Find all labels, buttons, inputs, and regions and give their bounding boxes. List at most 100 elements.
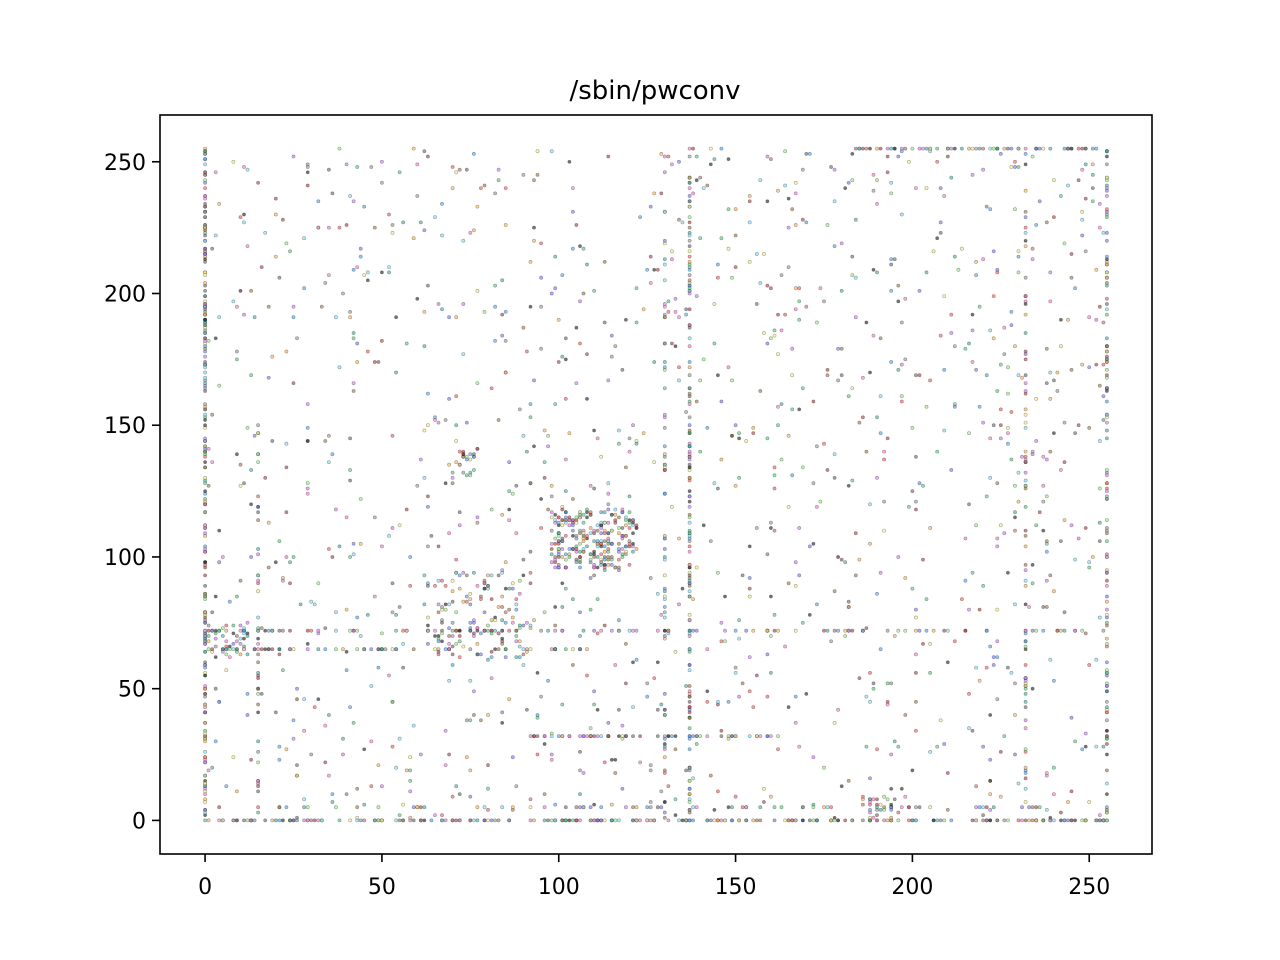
scatter-point (351, 628, 356, 633)
scatter-point (486, 808, 490, 812)
scatter-point (744, 818, 749, 823)
scatter-point (634, 628, 639, 633)
scatter-point (203, 649, 208, 654)
scatter-point (1013, 510, 1017, 515)
scatter-point (210, 610, 215, 615)
scatter-point (234, 789, 239, 794)
scatter-point (1027, 605, 1032, 609)
scatter-point (903, 794, 908, 799)
scatter-point (730, 433, 734, 438)
scatter-point (249, 818, 254, 823)
scatter-point (694, 734, 699, 739)
scatter-point (454, 170, 459, 175)
scatter-point (960, 246, 964, 251)
scatter-point (528, 647, 533, 652)
scatter-point (454, 570, 459, 575)
scatter-point (1087, 425, 1092, 430)
scatter-point (256, 692, 261, 696)
scatter-point (1023, 275, 1028, 280)
scatter-point (203, 288, 208, 293)
scatter-point (581, 520, 586, 525)
scatter-point (457, 792, 462, 797)
scatter-point (440, 618, 444, 623)
scatter-point (563, 357, 568, 362)
scatter-point (747, 689, 752, 694)
scatter-point (372, 594, 377, 599)
scatter-point (436, 652, 441, 657)
scatter-point (1066, 800, 1070, 804)
scatter-point (903, 628, 908, 633)
scatter-point (563, 489, 568, 494)
scatter-point (949, 146, 954, 151)
scatter-point (578, 565, 582, 570)
scatter-point (733, 423, 738, 428)
scatter-point (514, 639, 519, 644)
scatter-point (981, 805, 986, 810)
scatter-point (758, 818, 763, 823)
scatter-point (556, 565, 561, 570)
scatter-point (991, 663, 996, 667)
scatter-point (450, 599, 455, 604)
scatter-point (376, 665, 381, 670)
scatter-point (687, 373, 692, 378)
scatter-point (793, 818, 798, 823)
scatter-point (475, 381, 480, 386)
scatter-point (609, 818, 614, 823)
scatter-point (740, 805, 745, 810)
scatter-point (765, 652, 770, 657)
scatter-point (514, 531, 519, 536)
scatter-point (1023, 230, 1028, 235)
scatter-point (776, 312, 780, 317)
scatter-point (719, 457, 724, 462)
scatter-point (861, 818, 865, 823)
scatter-point (415, 162, 420, 167)
scatter-point (970, 818, 975, 823)
scatter-point (1013, 713, 1017, 717)
scatter-point (1105, 668, 1109, 673)
scatter-point (624, 534, 628, 538)
scatter-point (295, 818, 299, 823)
scatter-point (203, 818, 208, 823)
scatter-point (256, 431, 261, 436)
scatter-point (602, 549, 607, 554)
scatter-point (648, 800, 653, 804)
scatter-point (800, 465, 805, 470)
scatter-point (1105, 615, 1109, 620)
scatter-point (624, 642, 628, 646)
scatter-point (754, 526, 759, 530)
scatter-point (500, 605, 505, 609)
scatter-point (468, 626, 473, 631)
scatter-point (475, 626, 480, 631)
scatter-point (503, 370, 508, 375)
scatter-point (793, 223, 798, 227)
scatter-point (868, 146, 872, 151)
scatter-point (528, 415, 533, 420)
scatter-point (571, 497, 575, 501)
scatter-point (970, 570, 975, 575)
scatter-point (988, 644, 993, 649)
scatter-point (889, 262, 894, 267)
scatter-point (553, 536, 558, 541)
scatter-point (595, 565, 600, 570)
scatter-point (765, 436, 770, 441)
scatter-point (238, 628, 243, 633)
scatter-point (889, 752, 894, 757)
scatter-point (606, 491, 611, 496)
scatter-point (652, 460, 657, 465)
scatter-point (882, 528, 887, 533)
scatter-point (1080, 747, 1085, 752)
scatter-point (592, 818, 597, 823)
scatter-point (1030, 581, 1035, 586)
scatter-point (1023, 389, 1028, 393)
scatter-point (1105, 599, 1109, 604)
scatter-point (475, 446, 480, 451)
scatter-point (617, 531, 621, 536)
scatter-point (217, 700, 222, 704)
scatter-point (988, 146, 993, 151)
x-tick-label: 200 (891, 875, 933, 900)
scatter-point (532, 225, 536, 230)
scatter-point (500, 805, 505, 810)
scatter-point (514, 602, 519, 607)
scatter-point (1016, 254, 1021, 259)
scatter-point (571, 246, 575, 251)
